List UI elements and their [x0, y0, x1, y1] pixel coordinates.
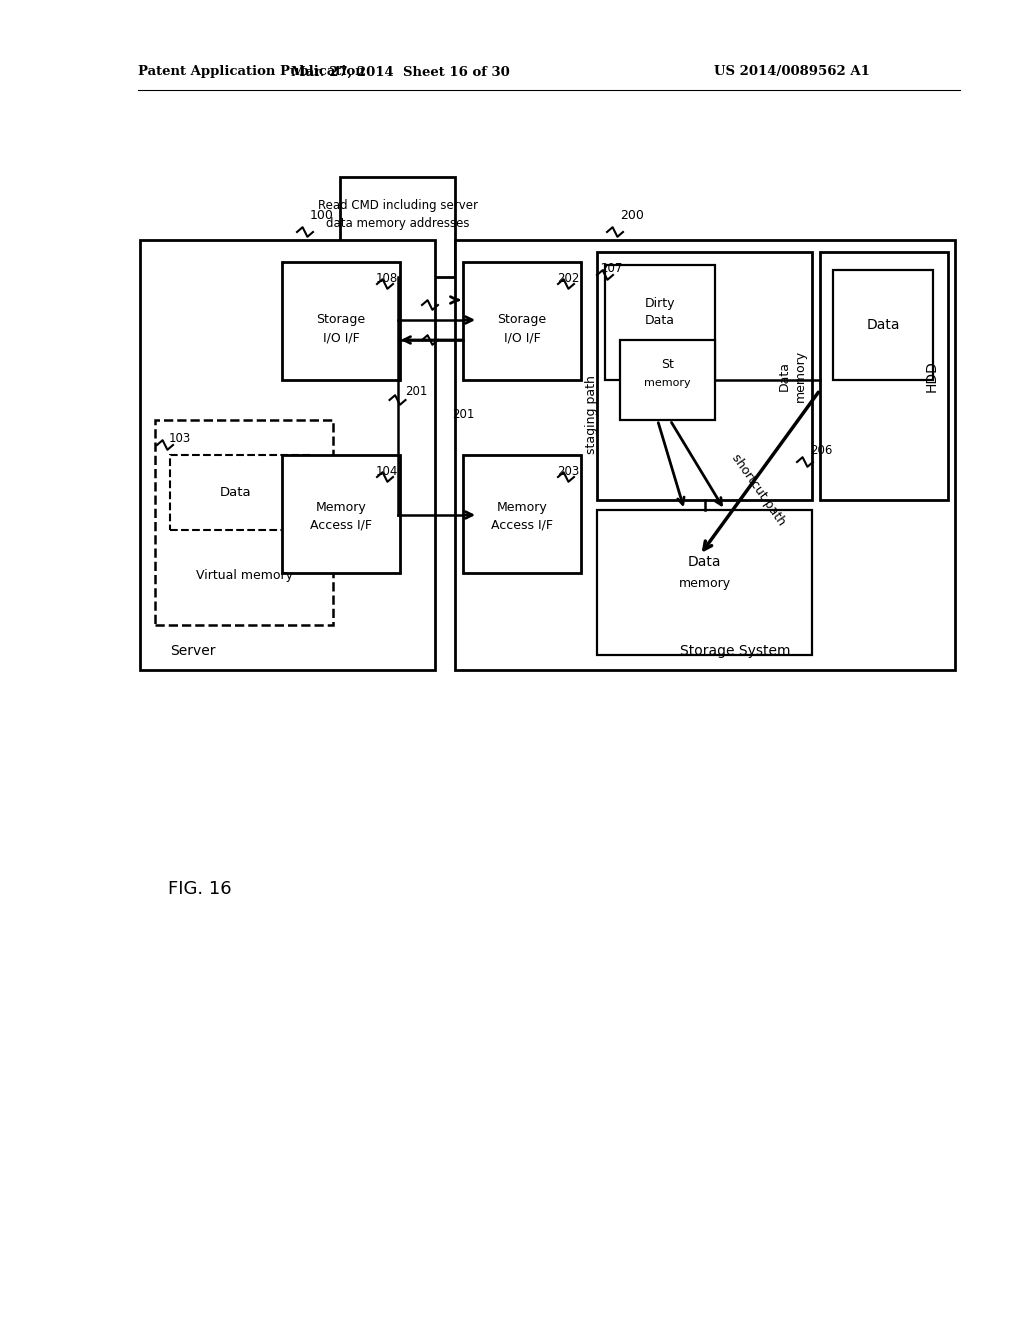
Text: 108: 108 [376, 272, 398, 285]
Text: 200: 200 [620, 209, 644, 222]
Text: Access I/F: Access I/F [490, 519, 553, 532]
Bar [820, 252, 948, 500]
Text: 206: 206 [810, 444, 833, 457]
Text: 100: 100 [310, 209, 334, 222]
Text: Data: Data [220, 487, 252, 499]
Bar [597, 252, 812, 500]
Text: Read CMD including server: Read CMD including server [317, 198, 477, 211]
Text: memory: memory [794, 350, 807, 403]
Text: Virtual memory: Virtual memory [196, 569, 293, 582]
Text: 103: 103 [169, 432, 191, 445]
Bar [605, 265, 715, 380]
Text: Access I/F: Access I/F [310, 519, 372, 532]
Text: 207: 207 [600, 261, 623, 275]
Text: St: St [662, 359, 674, 371]
Bar [620, 341, 715, 420]
Text: shortcut path: shortcut path [728, 451, 787, 528]
Text: Storage: Storage [498, 314, 547, 326]
Text: memory: memory [644, 378, 691, 388]
Text: Server: Server [170, 644, 215, 657]
Bar [463, 261, 581, 380]
Bar [155, 420, 333, 624]
Bar [282, 455, 400, 573]
Bar [170, 455, 313, 531]
Text: staging path: staging path [585, 376, 597, 454]
Text: HDD: HDD [925, 360, 939, 392]
Text: 202: 202 [557, 272, 579, 285]
Text: Data: Data [866, 318, 900, 333]
Bar [597, 510, 812, 655]
Text: US 2014/0089562 A1: US 2014/0089562 A1 [714, 66, 870, 78]
Text: Storage System: Storage System [680, 644, 791, 657]
Bar [140, 240, 435, 671]
Text: Memory: Memory [315, 500, 367, 513]
Text: 201: 201 [406, 385, 428, 399]
Text: 104: 104 [376, 465, 398, 478]
Bar [463, 455, 581, 573]
Bar [833, 271, 933, 380]
Text: 201: 201 [452, 408, 474, 421]
Text: FIG. 16: FIG. 16 [168, 880, 231, 898]
Text: memory: memory [679, 578, 730, 590]
Bar [455, 240, 955, 671]
Bar [340, 177, 455, 277]
Text: Data: Data [688, 554, 721, 569]
Text: Data: Data [645, 314, 675, 327]
Text: I/O I/F: I/O I/F [504, 331, 541, 345]
Text: Mar. 27, 2014  Sheet 16 of 30: Mar. 27, 2014 Sheet 16 of 30 [291, 66, 509, 78]
Text: 203: 203 [557, 465, 579, 478]
Text: Patent Application Publication: Patent Application Publication [138, 66, 365, 78]
Text: Storage: Storage [316, 314, 366, 326]
Text: I/O I/F: I/O I/F [323, 331, 359, 345]
Bar [282, 261, 400, 380]
Text: Data: Data [777, 360, 791, 391]
Text: data memory addresses: data memory addresses [326, 216, 469, 230]
Text: Memory: Memory [497, 500, 548, 513]
Text: Dirty: Dirty [645, 297, 675, 309]
